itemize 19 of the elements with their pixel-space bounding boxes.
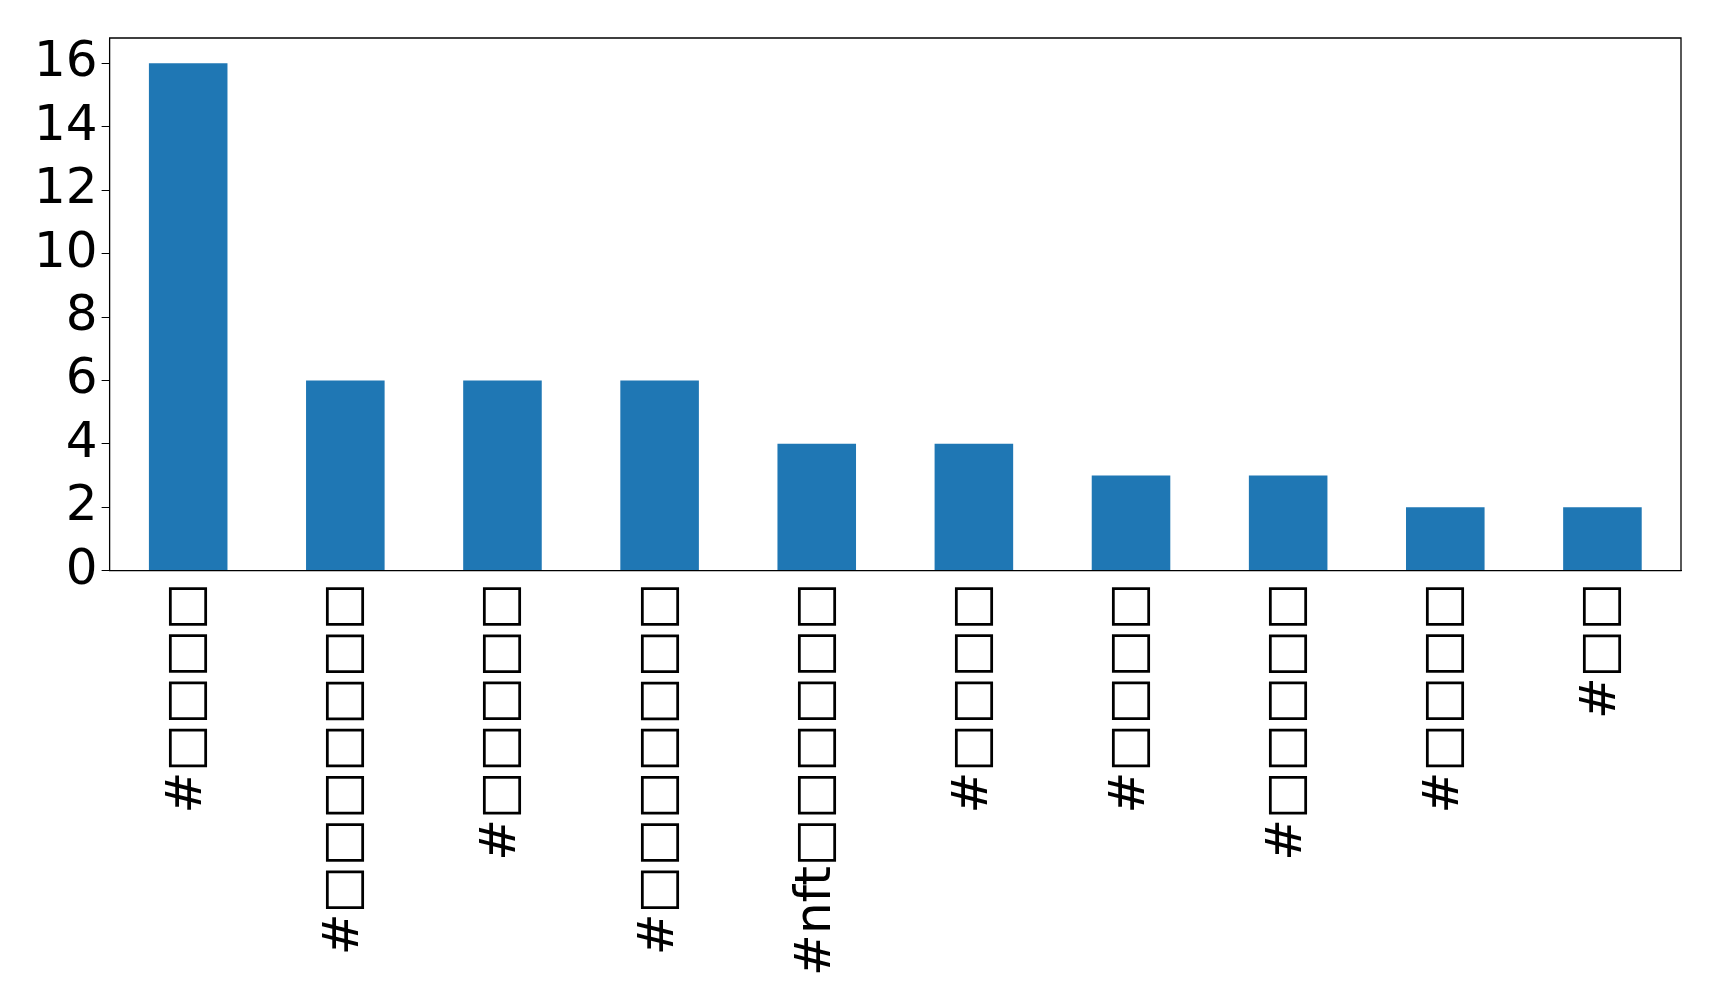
x-tick-label: #□□□□□□□: [626, 582, 685, 956]
y-tick-label: 2: [65, 474, 98, 533]
y-tick-label: 0: [65, 537, 98, 596]
x-tick-label: #□□□□□: [469, 582, 528, 861]
x-tick-label: #□□□□□□□: [312, 582, 371, 956]
y-tick-label: 16: [34, 30, 98, 89]
x-tick-label: #□□□□: [1098, 582, 1156, 814]
y-tick-label: 14: [34, 93, 98, 152]
x-tick-label: #□□□□: [155, 582, 214, 814]
x-tick-label: #nft□□□□□□: [783, 582, 842, 976]
y-tick-label: 10: [34, 220, 98, 279]
x-tick-label: #□□: [1569, 582, 1628, 720]
x-tick-label: #□□□□: [1412, 582, 1471, 814]
y-tick-label: 6: [65, 347, 98, 406]
x-tick-label: #□□□□□: [1255, 582, 1314, 861]
x-tick-label: #□□□□: [940, 582, 999, 814]
y-tick-label: 8: [65, 283, 98, 342]
y-tick-label: 12: [34, 157, 98, 216]
y-tick-label: 4: [65, 410, 98, 469]
